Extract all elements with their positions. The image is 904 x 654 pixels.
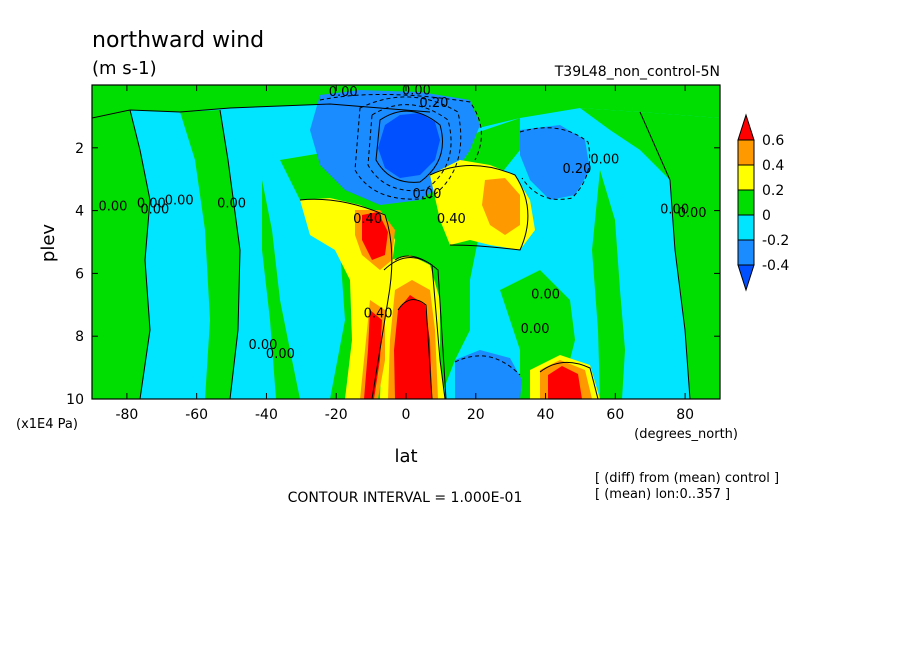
- colorbar-segment: [737, 164, 755, 191]
- colorbar-label: 0.6: [762, 133, 784, 149]
- contour-label: 0.00: [412, 187, 441, 202]
- contour-sh-yellow: [299, 198, 393, 399]
- run-label: T39L48_non_control-5N: [554, 64, 720, 80]
- y-axis-units: (x1E4 Pa): [16, 417, 78, 432]
- fill-green-nh-strip: [592, 170, 625, 399]
- colorbar-label: 0: [762, 208, 771, 224]
- y-axis: 2 4 6 8 10: [66, 141, 720, 408]
- y-tick-label: 6: [75, 266, 84, 282]
- x-tick-label: 20: [467, 407, 485, 423]
- contour-label: 0.00: [98, 200, 127, 215]
- colorbar-segment: [737, 264, 755, 292]
- contour-nh-lower-red: [539, 361, 599, 399]
- y-axis-label: plev: [38, 224, 59, 263]
- contour-nh-lower-dash: [454, 355, 521, 376]
- x-tick-label: -20: [325, 407, 348, 423]
- contour-center-3: [397, 299, 433, 399]
- contour-label: 0.00: [329, 85, 358, 100]
- x-tick-label: 40: [537, 407, 555, 423]
- contour-upper-nh-dash: [519, 127, 591, 200]
- colorbar-segment: [737, 239, 755, 266]
- fill-red-sh-low: [364, 310, 382, 399]
- contour-label: 0.20: [562, 162, 591, 177]
- contour-label: 0.00: [165, 193, 194, 208]
- y-tick-label: 10: [66, 392, 84, 408]
- y-tick-label: 8: [75, 329, 84, 345]
- chart-units: (m s-1): [92, 58, 157, 79]
- colorbar-segment: [737, 189, 755, 216]
- contour-label: 0.00: [266, 347, 295, 362]
- fill-green-sh-strip2: [262, 180, 300, 399]
- contour-lines: [92, 93, 691, 399]
- x-axis-label: lat: [394, 446, 417, 467]
- x-tick-label: 80: [676, 407, 694, 423]
- colorbar-label: -0.2: [762, 233, 789, 249]
- contour-nh-yellow: [429, 165, 529, 251]
- colorbar-segment: [737, 214, 755, 241]
- contour-sh-band: [129, 109, 151, 399]
- colorbar-label: 0.2: [762, 183, 784, 199]
- contour-label: 0.00: [140, 203, 169, 218]
- contour-label: 0.20: [419, 96, 448, 111]
- contour-core-2: [367, 104, 452, 192]
- contour-label: 0.00: [217, 196, 246, 211]
- contour-label-layer: 0.000.000.000.00 0.000.000.000.00 0.000.20…: [98, 83, 706, 362]
- y-tick-label: 2: [75, 141, 84, 157]
- contour-label: 0.00: [660, 203, 689, 218]
- y-tick-label: 4: [75, 204, 84, 220]
- contour-label: 0.00: [137, 196, 166, 211]
- contour-label: 0.40: [353, 212, 382, 227]
- colorbar-label: 0.4: [762, 158, 784, 174]
- x-tick-label: -60: [185, 407, 208, 423]
- fill-deep-blue-core: [378, 113, 440, 178]
- colorbar: 0.6 0.4 0.2 0 -0.2 -0.4: [737, 113, 789, 292]
- fill-orange-nh: [482, 178, 520, 235]
- colorbar-segment: [737, 139, 755, 166]
- x-tick-label: -40: [255, 407, 278, 423]
- contour-interval-text: CONTOUR INTERVAL = 1.000E-01: [288, 490, 523, 506]
- contour-upper-dash: [319, 93, 482, 161]
- x-tick-label: -80: [115, 407, 138, 423]
- x-axis: -80 -60 -40 -20 0 20 40 60 80: [115, 85, 694, 423]
- x-axis-units: (degrees_north): [634, 427, 738, 442]
- fill-blue-lower-nh: [455, 350, 522, 399]
- contour-fill-regions: [92, 85, 720, 399]
- contour-label: 0.00: [402, 83, 431, 98]
- contour-label: 0.40: [437, 212, 466, 227]
- contour-nh-band: [639, 111, 691, 399]
- fill-red-center: [394, 295, 432, 399]
- fill-green-sh-band: [92, 110, 150, 399]
- contour-label: 0.00: [531, 288, 560, 303]
- contour-label: 0.00: [248, 338, 277, 353]
- colorbar-label: -0.4: [762, 258, 789, 274]
- note-diff: [ (diff) from (mean) control ]: [595, 471, 779, 486]
- contour-label: 0.00: [521, 322, 550, 337]
- contour-core-3: [354, 96, 462, 200]
- note-mean: [ (mean) lon:0..357 ]: [595, 487, 730, 502]
- contour-top-green: [92, 103, 431, 119]
- fill-red-sh: [362, 212, 388, 260]
- contour-label: 0.40: [364, 306, 393, 321]
- contour-sh-strip: [219, 109, 241, 399]
- fill-blue-upper-nh: [520, 125, 590, 200]
- x-tick-label: 60: [606, 407, 624, 423]
- colorbar-segment: [737, 113, 755, 141]
- contour-center-2: [383, 257, 447, 399]
- chart-title: northward wind: [92, 28, 264, 53]
- contour-core-1: [375, 110, 443, 183]
- fill-green-sh-strip1: [180, 110, 240, 399]
- x-tick-label: 0: [402, 407, 411, 423]
- contour-label: 0.00: [678, 206, 707, 221]
- fill-red-nh-lower: [548, 366, 582, 399]
- contour-label: 0.00: [590, 153, 619, 168]
